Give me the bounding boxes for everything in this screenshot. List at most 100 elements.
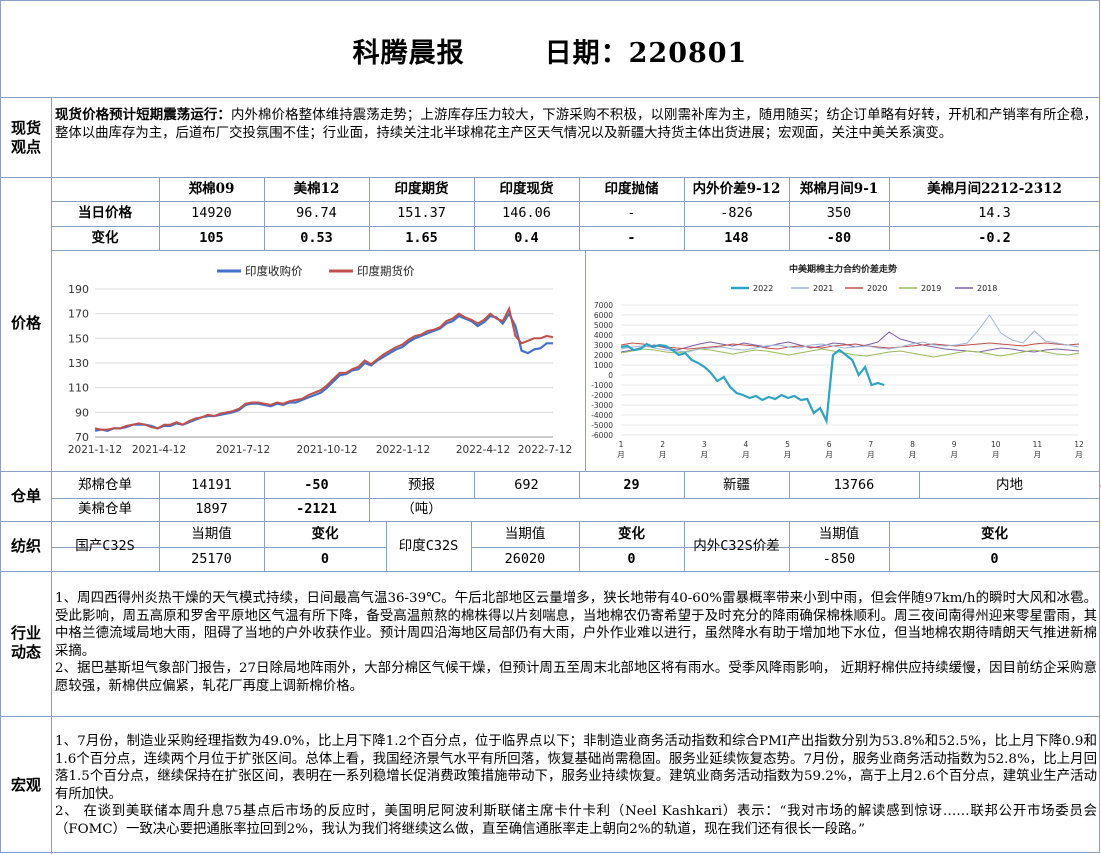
x-tick-label: 2022-7-12 — [518, 444, 572, 456]
warehouse-cell: 预报 — [408, 477, 435, 493]
textile-change: 0 — [990, 551, 999, 567]
warehouse-cell: 692 — [514, 477, 539, 493]
warehouse-cell: 内地 — [996, 477, 1023, 493]
x-tick-label: 11 月 — [1033, 440, 1043, 459]
warehouse-cell: 美棉仓单 — [78, 501, 132, 517]
series-line-2018 — [620, 331, 1080, 353]
warehouse-cell: 29 — [623, 477, 640, 493]
textile-header: 变化 — [981, 526, 1008, 542]
textile-header: 当期值 — [818, 526, 860, 542]
price-cell: 96.74 — [296, 205, 337, 221]
warehouse-cell: 14191 — [191, 477, 232, 493]
price-row-label: 当日价格 — [78, 205, 132, 221]
x-tick-label: 10 月 — [991, 440, 1001, 459]
price-cell: 0.4 — [514, 230, 539, 246]
price-cell: -826 — [720, 205, 753, 221]
textile-name: 国产C32S — [75, 538, 135, 554]
x-tick-label: 2021-4-12 — [132, 444, 186, 456]
textile-name: 印度C32S — [398, 538, 459, 554]
legend-label: 2019 — [921, 284, 941, 293]
x-tick-label: 2022-1-12 — [376, 444, 430, 456]
y-tick-label: -2000 — [591, 391, 613, 400]
x-tick-label: 2021-7-12 — [216, 444, 270, 456]
price-cell: - — [627, 205, 636, 221]
y-tick-label: 0 — [608, 371, 613, 380]
textile-header: 变化 — [311, 526, 339, 542]
textile-change: 0 — [320, 551, 330, 567]
price-cell: -0.2 — [978, 230, 1011, 246]
warehouse-cell: 1897 — [195, 501, 228, 517]
price-cell: - — [627, 230, 636, 246]
price-cell: 14920 — [191, 205, 232, 221]
price-cell: 105 — [199, 230, 224, 246]
spot-headline: 现货价格预计短期震荡运行： — [55, 107, 231, 123]
y-tick-label: -5000 — [591, 421, 613, 430]
textile-label: 纺织 — [10, 537, 41, 555]
warehouse-cell: 13766 — [833, 477, 875, 493]
price-column-header: 印度期货 — [394, 181, 449, 197]
warehouse-cell: -2121 — [296, 501, 337, 517]
price-cell: 1.65 — [405, 230, 438, 246]
series-line-2022 — [620, 342, 885, 425]
y-tick-label: 3000 — [594, 341, 613, 350]
legend-label: 印度收购价 — [245, 264, 303, 278]
textile-value: -850 — [822, 551, 856, 567]
macro-news: 1、7月份，制造业采购经理指数为49.0%，比上月下降1.2个百分点，位于临界点… — [55, 733, 1097, 839]
report-title: 科腾晨报 日期：220801 — [1, 31, 1099, 70]
macro-label: 宏观 — [10, 776, 41, 794]
price-cell: 14.3 — [978, 205, 1011, 221]
warehouse-cell: （吨） — [401, 501, 442, 517]
price-cell: 0.53 — [300, 230, 333, 246]
price-row-label: 变化 — [91, 230, 119, 246]
y-tick-label: 2000 — [594, 351, 613, 360]
textile-value: 26020 — [504, 551, 546, 567]
industry-news: 1、周四西得州炎热干燥的天气模式持续，日间最高气温36-39℃。午后北部地区云量… — [55, 590, 1097, 696]
macro-paragraph-2: 2、 在谈到美联储本周升息75基点后市场的反应时，美国明尼阿波利斯联储主席卡什卡… — [55, 804, 1097, 837]
warehouse-label: 仓单 — [10, 487, 41, 505]
price-column-header: 美棉12 — [293, 181, 340, 197]
industry-label: 行业动态 — [10, 624, 41, 661]
price-cell: 148 — [724, 230, 749, 246]
y-tick-label: -4000 — [591, 411, 613, 420]
y-tick-label: 6000 — [594, 311, 613, 320]
y-tick-label: 190 — [68, 283, 89, 296]
industry-paragraph-2: 2、据巴基斯坦气象部门报告，27日除局地阵雨外，大部分棉区气候干燥，但预计周五至… — [55, 661, 1097, 694]
y-tick-label: 70 — [75, 431, 89, 444]
spread-chart: 中美期棉主力合约价差走势 7000600050004000300020001000… — [591, 263, 1084, 459]
price-column-header: 美棉月间2212-2312 — [927, 181, 1062, 197]
price-column-header: 郑棉月间9-1 — [799, 181, 879, 197]
report-date: 日期：220801 — [544, 38, 748, 69]
textile-change: 0 — [627, 551, 636, 567]
price-cell: 146.06 — [502, 205, 551, 221]
series-line-2020 — [620, 342, 1080, 350]
textile-header: 当期值 — [191, 526, 232, 542]
textile-value: 25170 — [191, 551, 232, 567]
y-tick-label: -6000 — [591, 431, 613, 440]
textile-header: 变化 — [618, 526, 645, 542]
legend-label: 2022 — [753, 284, 773, 293]
y-tick-label: 1000 — [594, 361, 613, 370]
y-tick-label: 7000 — [594, 301, 613, 310]
warehouse-cell: 郑棉仓单 — [78, 477, 132, 493]
macro-paragraph-1: 1、7月份，制造业采购经理指数为49.0%，比上月下降1.2个百分点，位于临界点… — [55, 734, 1097, 802]
price-column-header: 内外价差9-12 — [692, 181, 781, 197]
y-tick-label: 170 — [68, 308, 89, 321]
series-line-2019 — [620, 348, 1080, 358]
x-tick-label: 2021-1-12 — [68, 444, 122, 456]
textile-header: 当期值 — [504, 526, 546, 542]
chart-title: 中美期棉主力合约价差走势 — [789, 263, 897, 275]
y-tick-label: -1000 — [591, 381, 613, 390]
y-tick-label: 150 — [68, 332, 89, 345]
x-tick-label: 2022-4-12 — [456, 444, 510, 456]
textile-name: 内外C32S价差 — [693, 538, 780, 554]
price-column-header: 印度现货 — [499, 181, 554, 197]
price-column-header: 印度抛储 — [604, 181, 659, 197]
